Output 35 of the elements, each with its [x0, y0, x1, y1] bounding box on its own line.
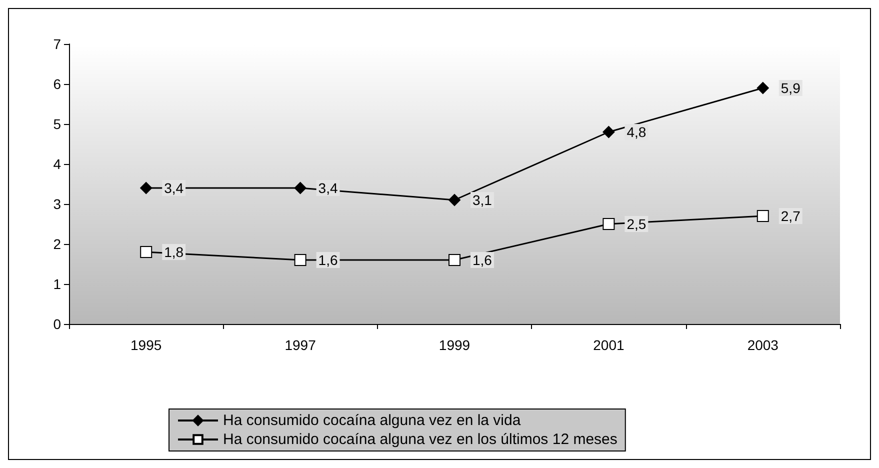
point [294, 254, 306, 266]
y-tick-label: 2 [53, 236, 62, 252]
point [602, 126, 615, 138]
y-tick-label: 4 [53, 156, 62, 172]
point [756, 210, 769, 222]
data-label: 5,9 [780, 80, 801, 96]
point [448, 194, 460, 206]
y-tick-label: 5 [53, 116, 62, 132]
data-label: 1,8 [164, 244, 184, 260]
point [602, 218, 615, 230]
data-label: 1,6 [472, 252, 492, 268]
data-label: 4,8 [626, 124, 646, 140]
data-label: 2,5 [626, 216, 646, 232]
point [140, 246, 152, 258]
y-tick-label: 7 [53, 36, 62, 52]
x-tick-label: 2001 [593, 337, 624, 353]
y-tick-label: 0 [53, 316, 62, 332]
x-tick-label: 1997 [284, 337, 316, 353]
y-tick-label: 6 [53, 76, 62, 92]
x-tick-label: 1999 [438, 337, 470, 353]
data-label: 3,4 [318, 180, 338, 196]
legend-label: Ha consumido cocaína alguna vez en los últimos 12 meses [223, 431, 618, 448]
point [448, 254, 460, 266]
point [140, 182, 152, 194]
data-label: 3,1 [472, 192, 492, 208]
y-tick-label: 3 [53, 196, 62, 212]
x-tick-label: 1995 [130, 337, 162, 353]
data-label: 2,7 [780, 208, 801, 224]
data-label: 1,6 [318, 252, 338, 268]
data-label: 3,4 [164, 180, 184, 196]
point [294, 182, 306, 194]
y-tick-label: 1 [53, 276, 62, 292]
legend-label: Ha consumido cocaína alguna vez en la vida [223, 412, 522, 429]
x-tick-label: 2003 [747, 337, 779, 353]
point [756, 82, 769, 94]
